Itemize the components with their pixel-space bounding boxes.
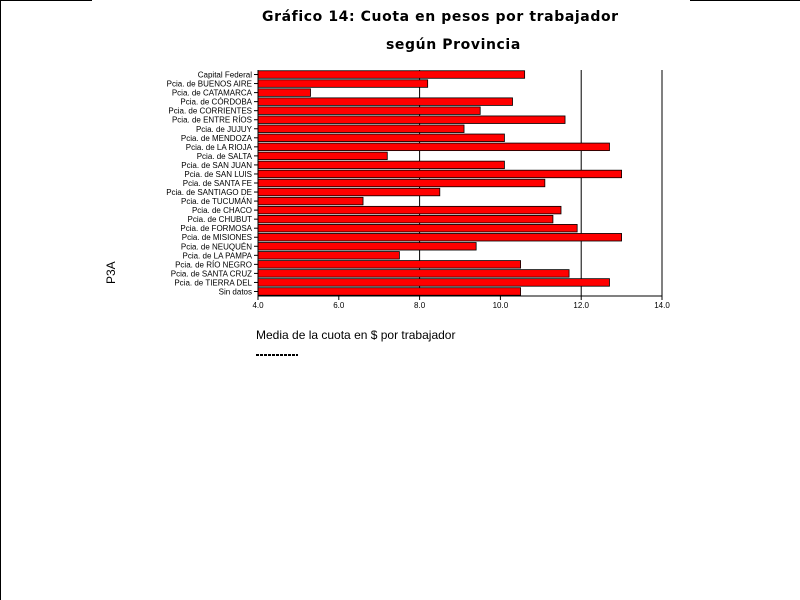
bar (257, 160, 505, 170)
bar (257, 70, 526, 79)
x-axis-label: Media de la cuota en $ por trabajador (256, 328, 456, 342)
category-label: Pcia. de JUJUY (196, 125, 253, 134)
bar (257, 124, 465, 133)
x-axis-label-underline (256, 354, 298, 356)
bar (257, 169, 623, 179)
bar (257, 242, 477, 251)
bar (257, 224, 578, 233)
left-border (0, 0, 1, 600)
category-label: Pcia. de SANTA FE (183, 179, 252, 188)
category-label: Pcia. de CÓRDOBA (180, 98, 252, 107)
category-label: Pcia. de RÍO NEGRO (175, 260, 252, 269)
top-border-left (0, 0, 92, 1)
bar (257, 251, 400, 260)
category-label: Pcia. de CHUBUT (188, 215, 253, 224)
bar (257, 88, 311, 97)
category-label: Pcia. de SALTA (197, 152, 253, 161)
category-label: Pcia. de CHACO (192, 206, 252, 215)
bar (257, 205, 562, 215)
bar (257, 151, 388, 161)
category-label: Pcia. de SANTA CRUZ (171, 269, 252, 278)
category-label: Pcia. de TIERRA DEL (174, 278, 252, 287)
y-axis-label: P3A (104, 261, 118, 284)
bar (257, 287, 522, 296)
bar (257, 178, 546, 188)
x-tick-label: 6.0 (333, 301, 345, 310)
category-label: Sin datos (219, 287, 252, 296)
bar (257, 142, 610, 152)
chart-title-line-1: Gráfico 14: Cuota en pesos por trabajado… (262, 9, 619, 25)
bar (257, 214, 554, 224)
bar (257, 97, 513, 106)
category-label: Pcia. de SAN LUIS (184, 170, 252, 179)
category-label: Pcia. de ENTRE RÍOS (172, 116, 252, 125)
bar (257, 260, 522, 269)
category-label: Capital Federal (198, 71, 252, 80)
bar (257, 233, 623, 242)
bar (257, 196, 364, 206)
x-tick-label: 8.0 (414, 301, 426, 310)
bar (257, 187, 441, 197)
bar (257, 269, 570, 278)
category-label: Pcia. de TUCUMÁN (181, 197, 252, 206)
category-label: Pcia. de SANTIAGO DE (166, 188, 252, 197)
x-tick-label: 4.0 (252, 301, 264, 310)
x-tick-label: 14.0 (654, 301, 670, 310)
category-label: Pcia. de NEUQUÉN (181, 242, 252, 251)
category-label: Pcia. de MISIONES (182, 233, 252, 242)
bar (257, 115, 566, 124)
bar (257, 79, 429, 88)
category-label: Pcia. de MENDOZA (181, 134, 253, 143)
category-label: Pcia. de LA PAMPA (182, 251, 252, 260)
bar (257, 133, 505, 142)
category-label: Pcia. de CATAMARCA (172, 89, 253, 98)
category-label: Pcia. de BUENOS AIRE (167, 80, 252, 89)
category-label: Pcia. de SAN JUAN (181, 161, 252, 170)
category-label: Pcia. de CORRIENTES (168, 107, 252, 116)
x-tick-label: 10.0 (493, 301, 509, 310)
category-label: Pcia. de LA RIOJA (186, 143, 253, 152)
bar (257, 278, 610, 287)
x-tick-label: 12.0 (573, 301, 589, 310)
bar (257, 106, 481, 115)
top-border-right (690, 0, 800, 1)
chart-title-line-2: según Provincia (386, 37, 521, 53)
category-label: Pcia. de FORMOSA (180, 224, 252, 233)
